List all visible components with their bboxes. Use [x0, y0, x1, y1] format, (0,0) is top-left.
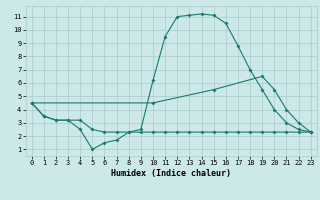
X-axis label: Humidex (Indice chaleur): Humidex (Indice chaleur) — [111, 169, 231, 178]
